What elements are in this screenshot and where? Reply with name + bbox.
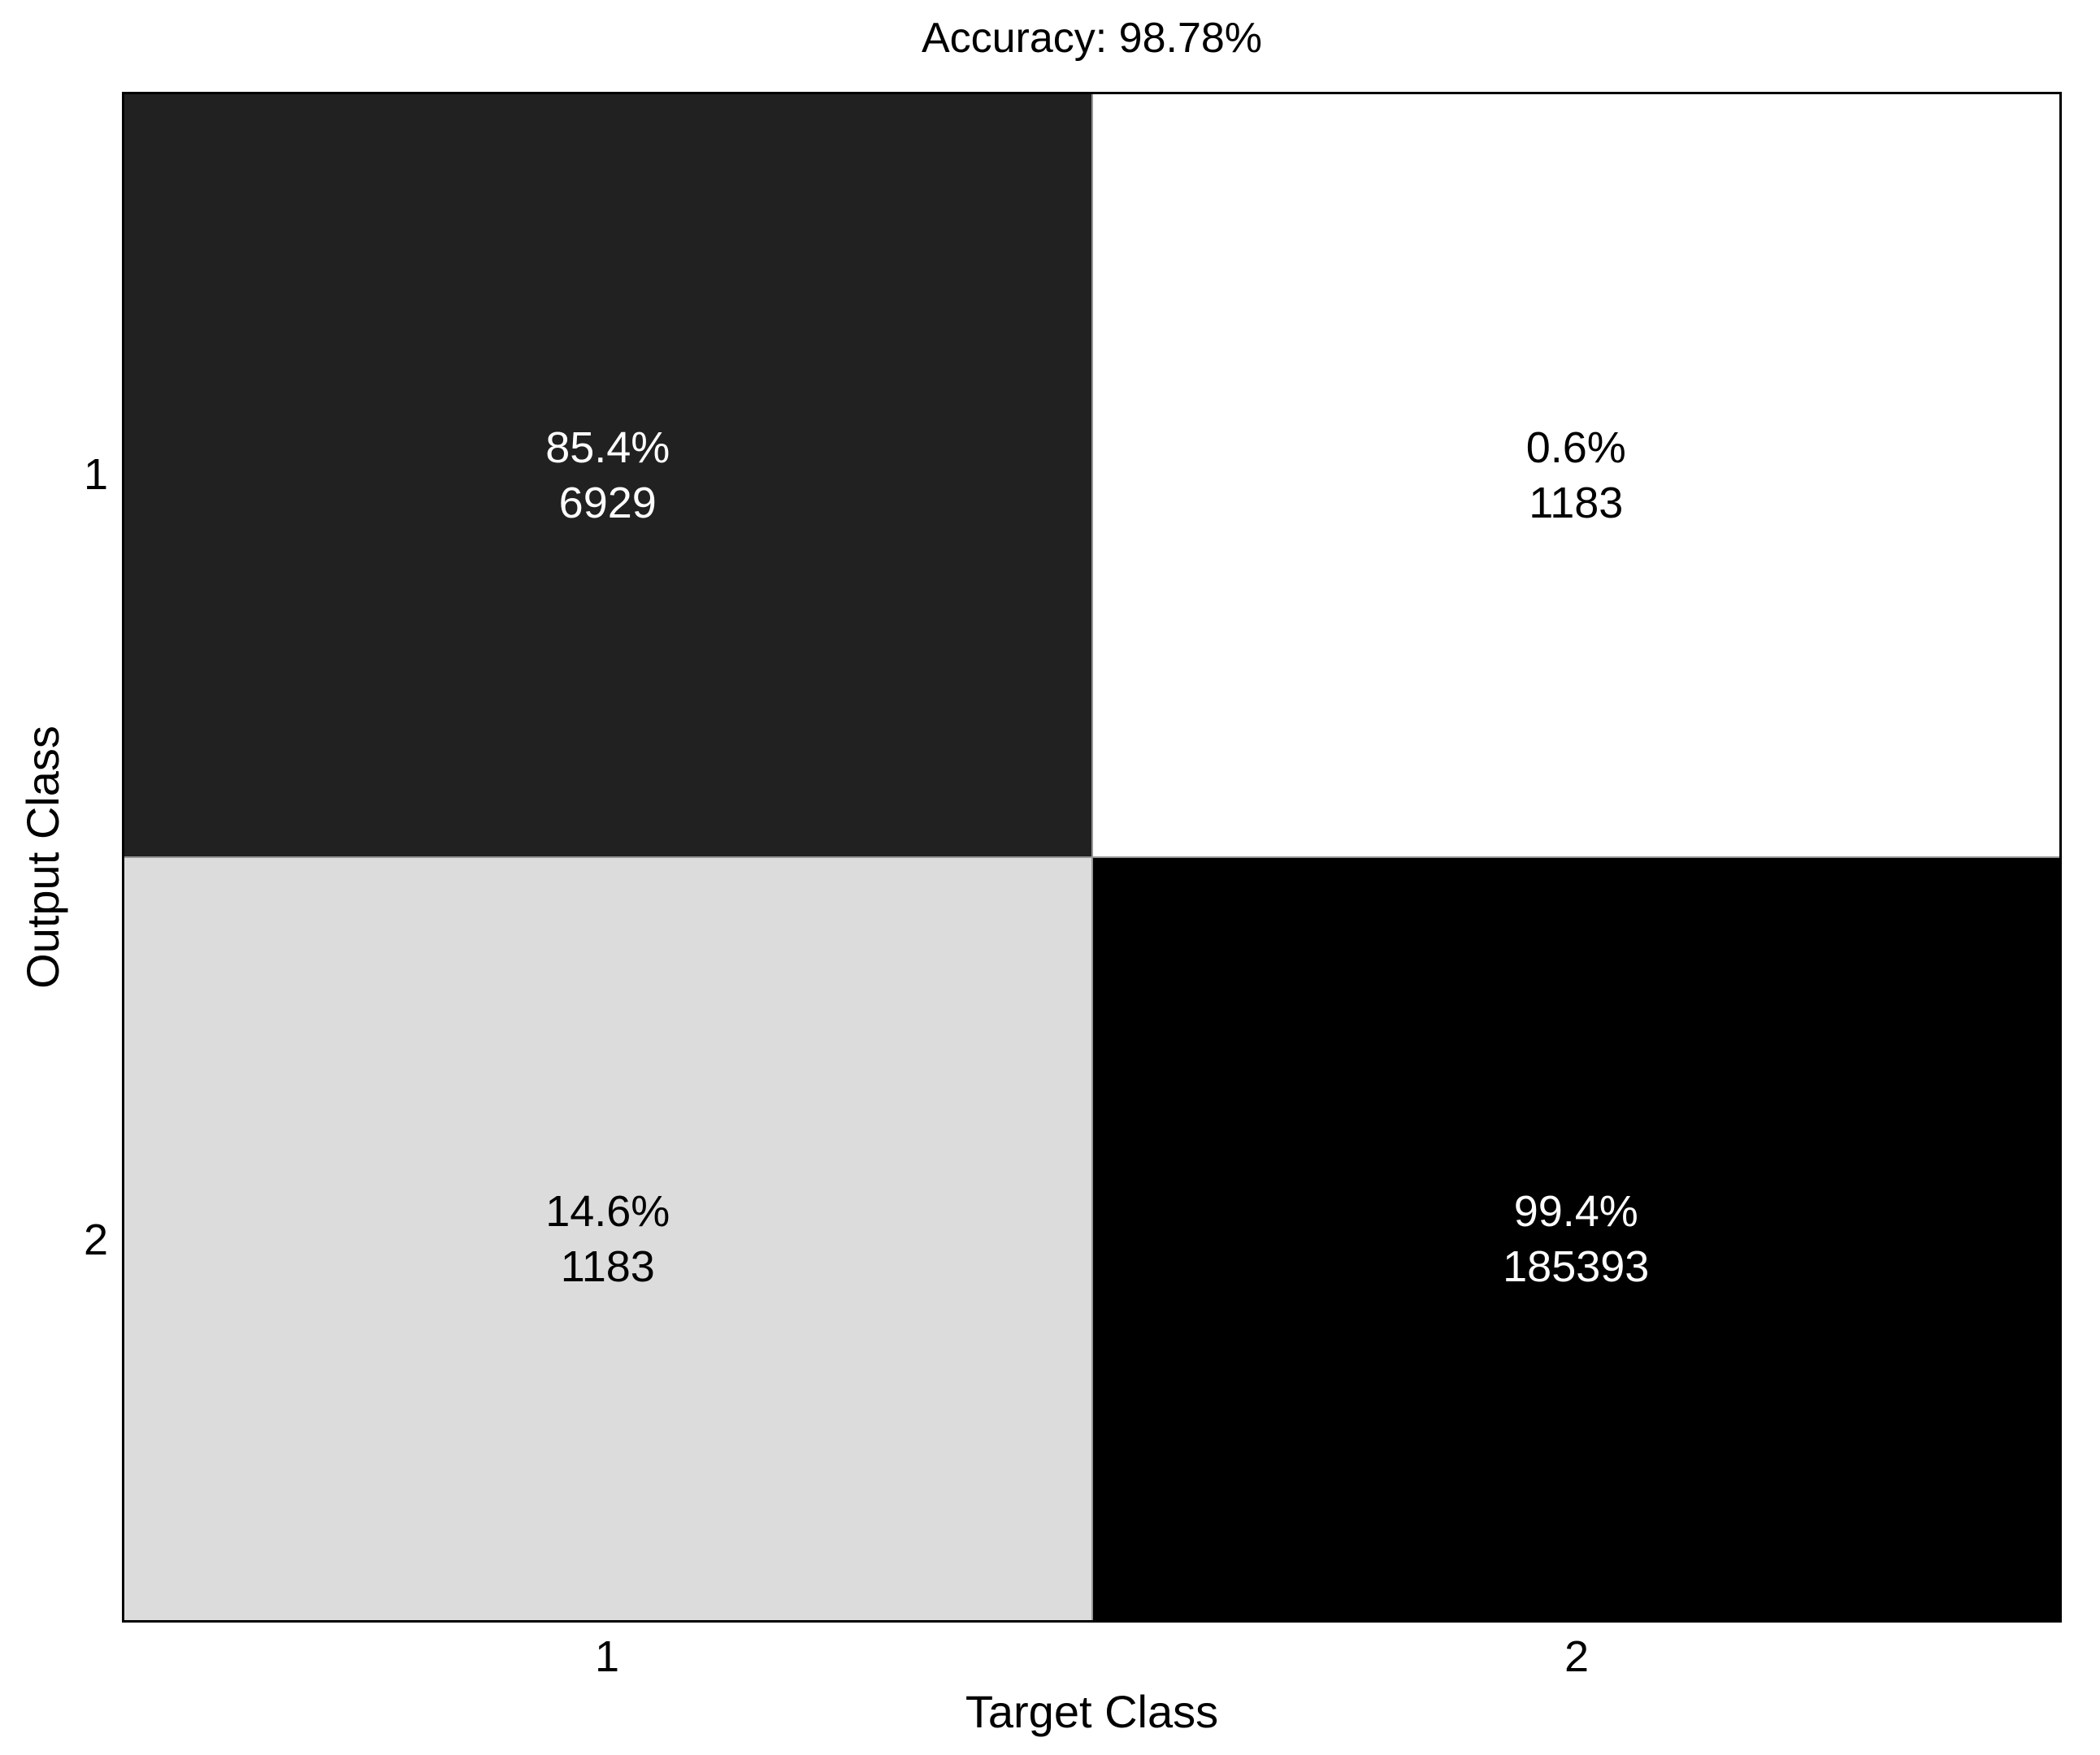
cell-percent: 14.6% xyxy=(545,1186,670,1236)
cell-percent: 85.4% xyxy=(545,422,670,472)
cell-percent: 99.4% xyxy=(1513,1186,1638,1236)
cell-count: 6929 xyxy=(558,479,657,527)
matrix-cell-output1-target2: 0.6% 1183 xyxy=(1092,94,2059,856)
matrix-cell-output1-target1: 85.4% 6929 xyxy=(124,94,1091,856)
y-tick-1: 1 xyxy=(83,450,108,499)
x-tick-1: 1 xyxy=(594,1632,620,1681)
x-tick-2: 2 xyxy=(1564,1632,1590,1681)
matrix-cell-output2-target1: 14.6% 1183 xyxy=(124,858,1091,1620)
matrix-plot: 85.4% 6929 0.6% 1183 14.6% 1183 99.4% 18… xyxy=(122,92,2062,1623)
x-axis-label: Target Class xyxy=(965,1686,1219,1737)
cell-percent: 0.6% xyxy=(1525,422,1626,472)
y-axis-label: Output Class xyxy=(17,726,69,989)
matrix-cell-output2-target2: 99.4% 185393 xyxy=(1092,858,2059,1620)
cell-count: 185393 xyxy=(1503,1242,1650,1291)
cell-count: 1183 xyxy=(560,1242,655,1291)
chart-title: Accuracy: 98.78% xyxy=(921,15,1263,62)
cell-count: 1183 xyxy=(1529,479,1624,527)
y-tick-2: 2 xyxy=(83,1216,108,1264)
